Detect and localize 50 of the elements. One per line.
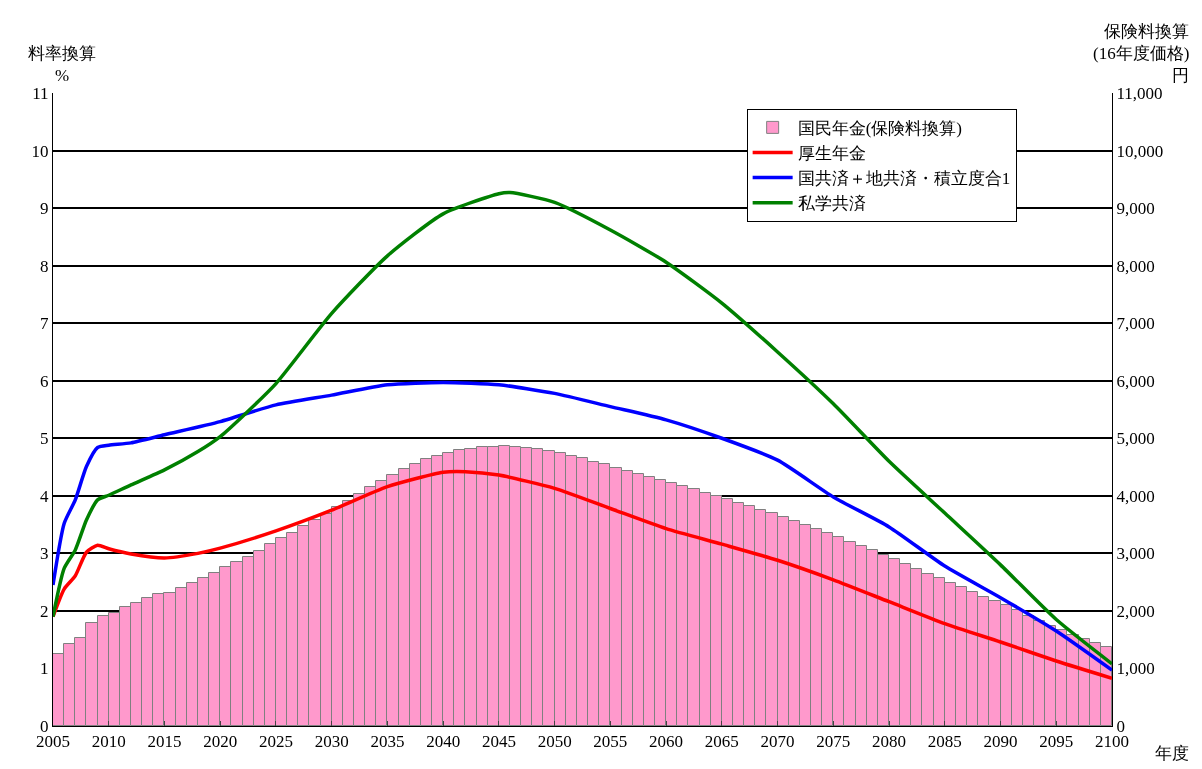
y2-tick-label: 6,000 <box>1116 371 1155 391</box>
x-tick-label: 2030 <box>314 732 349 752</box>
x-tick-label: 2040 <box>426 732 461 752</box>
y2-axis-title: 保険料換算 (16年度価格) 円 <box>1093 22 1190 86</box>
x-tick-label: 2090 <box>983 732 1018 752</box>
x-tick-label: 2045 <box>481 732 516 752</box>
y-tick-label: 6 <box>40 371 49 391</box>
y-tick-label: 8 <box>40 256 49 276</box>
y-tick-label: 1 <box>40 659 49 679</box>
y2-tick-label: 2,000 <box>1116 601 1155 621</box>
x-tick-label: 2020 <box>203 732 238 752</box>
x-tick-label: 2015 <box>147 732 182 752</box>
legend-label: 厚生年金 <box>797 144 866 164</box>
y2-tick-label: 1,000 <box>1116 659 1155 679</box>
y-tick-label: 7 <box>40 314 50 334</box>
x-tick-label: 2070 <box>760 732 795 752</box>
x-tick-label: 2025 <box>258 732 293 752</box>
x-tick-label: 2065 <box>704 732 739 752</box>
x-tick-label: 2035 <box>370 732 405 752</box>
line-series <box>53 380 1112 672</box>
y-tick-label: 5 <box>40 429 49 449</box>
y2-tick-label: 9,000 <box>1116 199 1155 219</box>
x-tick-label: 2075 <box>816 732 851 752</box>
x-tick-label: 2050 <box>537 732 572 752</box>
x-tick-label: 2060 <box>649 732 684 752</box>
y2-tick-label: 8,000 <box>1116 256 1155 276</box>
x-axis-title: 年度 <box>1155 744 1189 763</box>
y2-tick-label: 7,000 <box>1116 314 1155 334</box>
legend-label: 私学共済 <box>797 194 866 214</box>
x-tick-label: 2085 <box>927 732 962 752</box>
y-tick-label: 4 <box>40 486 50 506</box>
y-tick-label: 2 <box>40 601 49 621</box>
legend-label: 国民年金(保険料換算) <box>797 119 962 139</box>
y-axis-title: 料率換算 % <box>28 44 96 86</box>
y2-tick-label: 10,000 <box>1116 141 1164 161</box>
y2-tick-label: 4,000 <box>1116 486 1155 506</box>
x-tick-label: 2095 <box>1039 732 1074 752</box>
x-tick-label: 2055 <box>593 732 628 752</box>
y-tick-label: 3 <box>40 544 49 564</box>
x-tick-label: 2080 <box>872 732 907 752</box>
y2-tick-label: 3,000 <box>1116 544 1155 564</box>
y2-tick-label: 11,000 <box>1116 83 1163 103</box>
y-tick-label: 10 <box>31 141 49 161</box>
line-series <box>53 190 1112 666</box>
y-tick-label: 11 <box>32 83 49 103</box>
y2-tick-label: 5,000 <box>1116 429 1155 449</box>
legend-label: 国共済＋地共済・積立度合1 <box>797 169 1011 189</box>
line-series <box>53 469 1112 680</box>
y-tick-label: 9 <box>40 199 49 219</box>
x-tick-label: 2010 <box>91 732 126 752</box>
